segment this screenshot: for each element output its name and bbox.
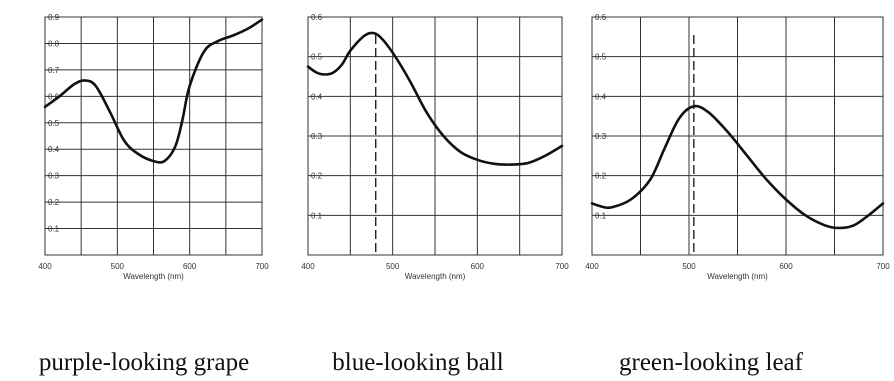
caption-leaf: green-looking leaf — [619, 349, 804, 376]
y-tick-label: 0.1 — [595, 211, 607, 220]
y-tick-label: 0.2 — [311, 172, 323, 181]
x-tick-label: 700 — [255, 262, 269, 271]
reflectance-curve-grape — [43, 18, 264, 164]
x-tick-label: 700 — [555, 262, 569, 271]
x-axis-label: Wavelength (nm) — [123, 272, 184, 281]
x-tick-label: 500 — [111, 262, 125, 271]
x-tick-label: 700 — [876, 262, 890, 271]
y-tick-label: 0.8 — [48, 39, 60, 48]
y-tick-label: 0.1 — [48, 225, 60, 234]
y-tick-label: 0.4 — [595, 92, 607, 101]
y-tick-label: 0.1 — [311, 211, 323, 220]
caption-ball: blue-looking ball — [332, 349, 504, 376]
y-tick-label: 0.2 — [595, 172, 607, 181]
plot-frame — [307, 16, 563, 256]
y-tick-label: 0.5 — [48, 119, 60, 128]
y-tick-label: 0.3 — [311, 132, 323, 141]
x-tick-label: 600 — [779, 262, 793, 271]
y-tick-label: 0.2 — [48, 198, 60, 207]
y-tick-label: 0.7 — [48, 66, 60, 75]
reflectance-curve-ball — [306, 31, 564, 166]
reflectance-curve-leaf — [590, 104, 885, 230]
x-tick-label: 500 — [682, 262, 696, 271]
caption-grape: purple-looking grape — [39, 349, 249, 376]
y-tick-label: 0.5 — [595, 53, 607, 62]
y-tick-label: 0.4 — [48, 145, 60, 154]
x-axis-label: Wavelength (nm) — [405, 272, 466, 281]
y-tick-label: 0.5 — [311, 53, 323, 62]
y-tick-label: 0.4 — [311, 92, 323, 101]
x-tick-label: 400 — [585, 262, 599, 271]
x-tick-label: 600 — [183, 262, 197, 271]
x-tick-label: 400 — [38, 262, 52, 271]
x-tick-label: 500 — [386, 262, 400, 271]
y-tick-label: 0.3 — [595, 132, 607, 141]
x-tick-label: 400 — [301, 262, 315, 271]
x-tick-label: 600 — [471, 262, 485, 271]
y-tick-label: 0.3 — [48, 172, 60, 181]
x-axis-label: Wavelength (nm) — [707, 272, 768, 281]
y-tick-label: 0.6 — [48, 92, 60, 101]
plot-frame — [591, 16, 884, 256]
plot-frame — [44, 16, 263, 256]
